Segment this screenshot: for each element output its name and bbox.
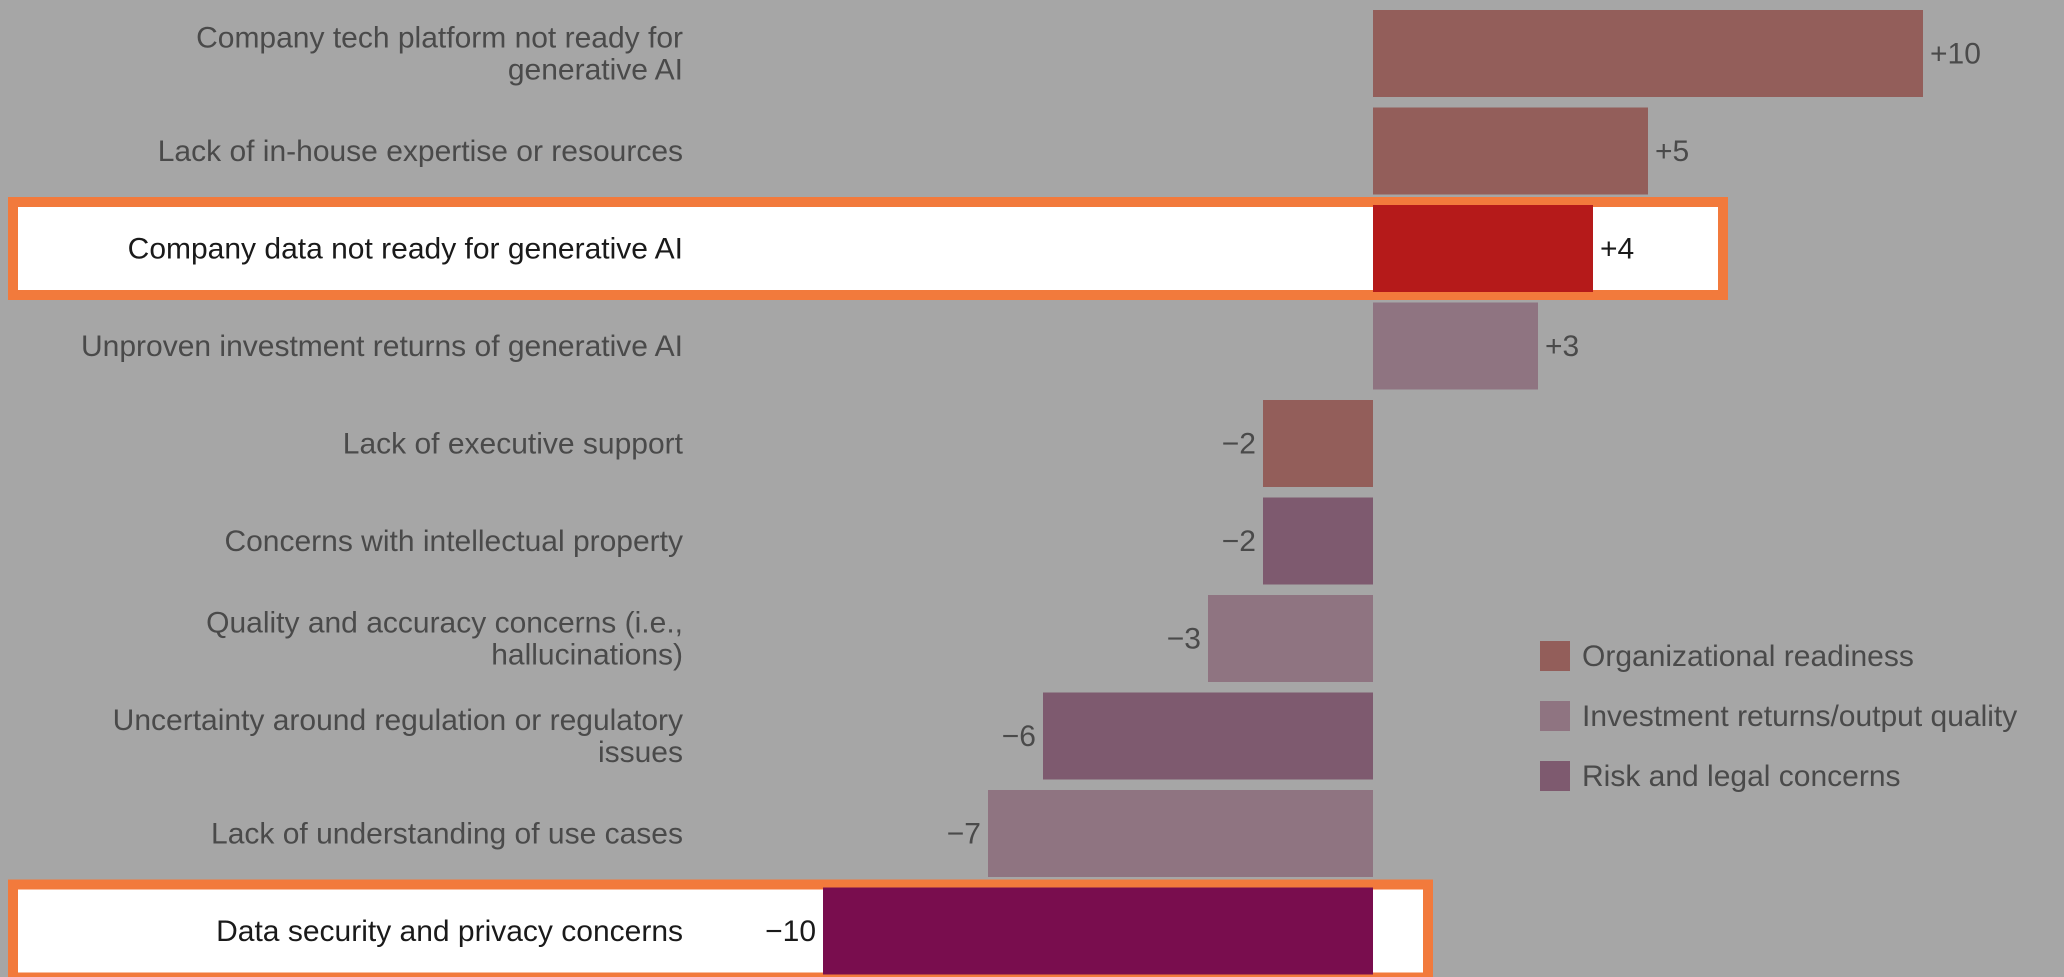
value-label-lack-of-executive-support: −2	[1222, 428, 1256, 461]
category-label-lack-of-understanding-of-use-cases: Lack of understanding of use cases	[211, 818, 683, 851]
category-label-quality-and-accuracy-concerns-i-e-hallucinations: Quality and accuracy concerns (i.e., hall…	[206, 607, 683, 672]
category-label-data-security-and-privacy-concerns: Data security and privacy concerns	[216, 915, 683, 948]
bar-concerns-with-intellectual-property	[1263, 497, 1373, 585]
bar-lack-of-executive-support	[1263, 400, 1373, 487]
category-label-company-data-not-ready-for-generative-ai: Company data not ready for generative AI	[128, 233, 683, 266]
category-label-lack-of-in-house-expertise-or-resources: Lack of in-house expertise or resources	[158, 135, 683, 168]
value-label-uncertainty-around-regulation-or-regulatory-issues: −6	[1002, 720, 1036, 753]
category-labels: Company tech platform not ready for gener…	[81, 22, 684, 949]
bar-company-tech-platform-not-ready-for-generative-ai	[1373, 10, 1923, 97]
legend-label-investment-returns-output-quality: Investment returns/output quality	[1582, 700, 2017, 733]
bar-unproven-investment-returns-of-generative-ai	[1373, 302, 1538, 390]
value-label-company-data-not-ready-for-generative-ai: +4	[1600, 233, 1634, 266]
value-label-unproven-investment-returns-of-generative-ai: +3	[1545, 330, 1579, 363]
bars	[823, 10, 1923, 975]
legend: Organizational readiness Investment retur…	[1540, 640, 2017, 793]
category-label-uncertainty-around-regulation-or-regulatory-issues: Uncertainty around regulation or regulat…	[113, 704, 683, 769]
bar-uncertainty-around-regulation-or-regulatory-issues	[1043, 692, 1373, 780]
legend-label-organizational-readiness: Organizational readiness	[1582, 640, 1914, 673]
legend-swatch-investment-returns-output-quality	[1540, 701, 1570, 731]
value-label-lack-of-understanding-of-use-cases: −7	[947, 818, 981, 851]
bar-lack-of-in-house-expertise-or-resources	[1373, 107, 1648, 195]
value-label-company-tech-platform-not-ready-for-generative-ai: +10	[1930, 38, 1981, 71]
legend-label-risk-and-legal-concerns: Risk and legal concerns	[1582, 760, 1901, 793]
value-label-data-security-and-privacy-concerns: −10	[765, 915, 816, 948]
value-label-lack-of-in-house-expertise-or-resources: +5	[1655, 135, 1689, 168]
value-labels: +10 +5 +4 +3 −2 −2 −3 −6 −7 −10	[765, 38, 1981, 949]
value-label-concerns-with-intellectual-property: −2	[1222, 525, 1256, 558]
value-label-quality-and-accuracy-concerns-i-e-hallucinations: −3	[1167, 623, 1201, 656]
bar-lack-of-understanding-of-use-cases	[988, 790, 1373, 877]
bar-company-data-not-ready-for-generative-ai	[1373, 205, 1593, 292]
legend-swatch-organizational-readiness	[1540, 641, 1570, 671]
bar-quality-and-accuracy-concerns-i-e-hallucinations	[1208, 595, 1373, 682]
category-label-unproven-investment-returns-of-generative-ai: Unproven investment returns of generativ…	[81, 330, 683, 363]
category-label-concerns-with-intellectual-property: Concerns with intellectual property	[224, 525, 683, 558]
category-label-company-tech-platform-not-ready-for-generative-ai: Company tech platform not ready for gener…	[196, 22, 683, 87]
legend-swatch-risk-and-legal-concerns	[1540, 761, 1570, 791]
category-label-lack-of-executive-support: Lack of executive support	[343, 428, 684, 461]
bar-data-security-and-privacy-concerns	[823, 887, 1373, 975]
